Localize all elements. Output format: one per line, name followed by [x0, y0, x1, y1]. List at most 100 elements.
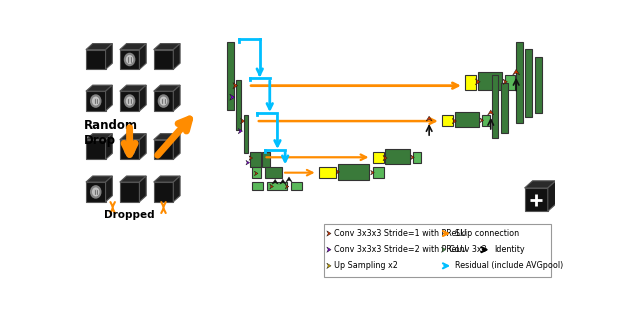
Ellipse shape: [127, 146, 133, 154]
Bar: [525, 50, 532, 117]
Ellipse shape: [91, 95, 101, 107]
Polygon shape: [238, 128, 242, 134]
Bar: [236, 80, 241, 130]
Polygon shape: [106, 176, 112, 202]
Ellipse shape: [127, 56, 133, 64]
Polygon shape: [280, 179, 286, 184]
Polygon shape: [86, 140, 106, 159]
Polygon shape: [120, 85, 146, 91]
Bar: [491, 75, 499, 138]
Polygon shape: [120, 140, 140, 159]
Bar: [516, 42, 523, 123]
Bar: [455, 112, 479, 127]
Polygon shape: [154, 85, 180, 91]
Bar: [252, 167, 261, 178]
Polygon shape: [86, 85, 112, 91]
Polygon shape: [246, 160, 250, 165]
Polygon shape: [120, 50, 140, 69]
Text: Residual (include AVGpool): Residual (include AVGpool): [455, 261, 563, 270]
Bar: [252, 182, 263, 190]
Polygon shape: [411, 155, 414, 160]
Bar: [482, 115, 490, 126]
Polygon shape: [383, 155, 387, 161]
Bar: [501, 82, 507, 133]
Polygon shape: [371, 170, 375, 175]
Polygon shape: [140, 44, 146, 69]
Polygon shape: [336, 170, 340, 174]
Polygon shape: [230, 94, 235, 100]
Text: Conv 3x3x3 Stride=2 with PReLU: Conv 3x3x3 Stride=2 with PReLU: [334, 245, 467, 254]
Bar: [262, 152, 269, 167]
Bar: [319, 167, 336, 178]
Bar: [268, 182, 287, 190]
Polygon shape: [86, 44, 112, 50]
Bar: [506, 75, 515, 90]
Ellipse shape: [124, 143, 135, 156]
Polygon shape: [452, 118, 457, 124]
Polygon shape: [233, 82, 238, 89]
Polygon shape: [106, 44, 112, 69]
Text: Identity: Identity: [494, 245, 525, 254]
Polygon shape: [106, 85, 112, 111]
Polygon shape: [120, 182, 140, 202]
Text: Skip connection: Skip connection: [455, 229, 519, 238]
Polygon shape: [154, 134, 180, 140]
Polygon shape: [154, 182, 173, 202]
Ellipse shape: [93, 188, 99, 196]
Polygon shape: [240, 118, 245, 124]
Bar: [442, 115, 453, 126]
Ellipse shape: [93, 97, 99, 105]
Bar: [373, 152, 384, 163]
Polygon shape: [86, 182, 106, 202]
Polygon shape: [503, 79, 507, 84]
Text: Conv 3x3: Conv 3x3: [449, 245, 487, 254]
Bar: [243, 115, 248, 154]
Polygon shape: [120, 176, 146, 182]
Polygon shape: [286, 177, 292, 182]
Ellipse shape: [124, 53, 135, 66]
Polygon shape: [513, 69, 520, 75]
Polygon shape: [120, 134, 146, 140]
Polygon shape: [285, 184, 289, 189]
Bar: [465, 75, 476, 90]
Polygon shape: [488, 110, 494, 115]
Polygon shape: [86, 50, 106, 69]
Bar: [250, 152, 261, 167]
Polygon shape: [140, 176, 146, 202]
Bar: [478, 72, 502, 90]
Polygon shape: [140, 134, 146, 159]
Polygon shape: [154, 140, 173, 159]
Polygon shape: [86, 134, 112, 140]
Bar: [535, 57, 541, 112]
Polygon shape: [173, 44, 180, 69]
Polygon shape: [327, 263, 331, 269]
Bar: [338, 164, 369, 179]
Polygon shape: [475, 79, 480, 85]
Text: Random
Drop: Random Drop: [83, 118, 137, 147]
Polygon shape: [525, 188, 548, 211]
Polygon shape: [480, 118, 484, 123]
Polygon shape: [120, 44, 146, 50]
Ellipse shape: [160, 97, 167, 105]
Bar: [324, 224, 551, 276]
Ellipse shape: [158, 95, 169, 107]
Polygon shape: [173, 85, 180, 111]
Text: Dropped: Dropped: [104, 210, 155, 220]
Polygon shape: [327, 231, 331, 236]
Polygon shape: [269, 184, 273, 189]
Polygon shape: [327, 247, 331, 252]
Polygon shape: [120, 91, 140, 111]
Text: Up Sampling x2: Up Sampling x2: [334, 261, 399, 270]
Bar: [227, 42, 234, 110]
Polygon shape: [106, 134, 112, 159]
Ellipse shape: [127, 97, 133, 105]
Polygon shape: [154, 44, 180, 50]
Bar: [373, 167, 384, 178]
Polygon shape: [86, 91, 106, 111]
Polygon shape: [441, 247, 446, 252]
Polygon shape: [426, 116, 432, 121]
Polygon shape: [86, 176, 112, 182]
Polygon shape: [548, 181, 556, 211]
Polygon shape: [173, 134, 180, 159]
Polygon shape: [249, 156, 253, 160]
